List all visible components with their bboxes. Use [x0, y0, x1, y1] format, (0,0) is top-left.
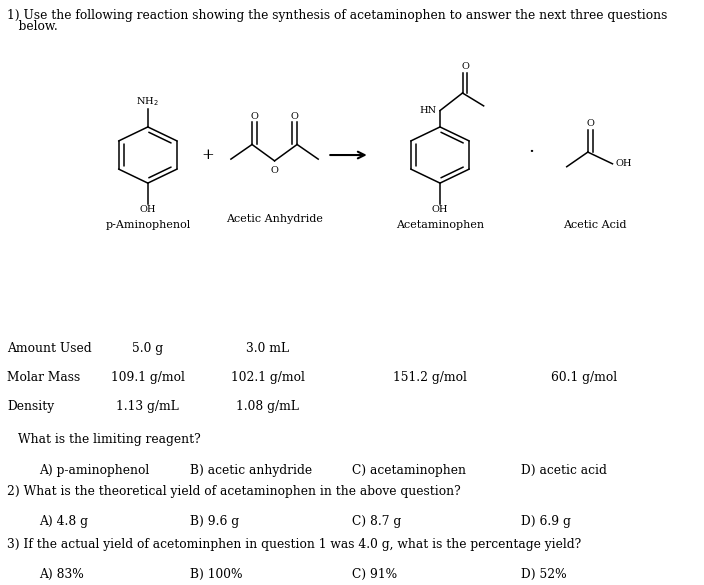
- Text: OH: OH: [139, 205, 156, 214]
- Text: O: O: [251, 112, 258, 121]
- Text: D) acetic acid: D) acetic acid: [521, 464, 607, 477]
- Text: O: O: [291, 112, 298, 121]
- Text: Amount Used: Amount Used: [7, 342, 92, 355]
- Text: NH$_2$: NH$_2$: [137, 95, 159, 108]
- Text: C) acetaminophen: C) acetaminophen: [352, 464, 466, 477]
- Text: B) 100%: B) 100%: [190, 568, 243, 581]
- Text: 5.0 g: 5.0 g: [132, 342, 163, 355]
- Text: Molar Mass: Molar Mass: [7, 371, 80, 384]
- Text: Acetaminophen: Acetaminophen: [396, 220, 484, 230]
- Text: 60.1 g/mol: 60.1 g/mol: [551, 371, 617, 384]
- Text: +: +: [201, 148, 214, 162]
- Text: C) 8.7 g: C) 8.7 g: [352, 515, 401, 528]
- Text: 3) If the actual yield of acetominphen in question 1 was 4.0 g, what is the perc: 3) If the actual yield of acetominphen i…: [7, 538, 582, 550]
- Text: 3.0 mL: 3.0 mL: [246, 342, 289, 355]
- Text: OH: OH: [432, 205, 448, 214]
- Text: ·: ·: [529, 143, 534, 161]
- Text: 1.08 g/mL: 1.08 g/mL: [236, 400, 299, 413]
- Text: C) 91%: C) 91%: [352, 568, 397, 581]
- Text: A) p-aminophenol: A) p-aminophenol: [39, 464, 149, 477]
- Text: 1) Use the following reaction showing the synthesis of acetaminophen to answer t: 1) Use the following reaction showing th…: [7, 9, 667, 22]
- Text: Density: Density: [7, 400, 54, 413]
- Text: A) 4.8 g: A) 4.8 g: [39, 515, 88, 528]
- Text: 151.2 g/mol: 151.2 g/mol: [393, 371, 466, 384]
- Text: B) 9.6 g: B) 9.6 g: [190, 515, 239, 528]
- Text: 2) What is the theoretical yield of acetaminophen in the above question?: 2) What is the theoretical yield of acet…: [7, 485, 461, 498]
- Text: O: O: [270, 166, 279, 174]
- Text: O: O: [586, 119, 594, 128]
- Text: p-Aminophenol: p-Aminophenol: [105, 220, 191, 230]
- Text: OH: OH: [616, 159, 632, 168]
- Text: Acetic Anhydride: Acetic Anhydride: [226, 214, 323, 224]
- Text: 1.13 g/mL: 1.13 g/mL: [116, 400, 180, 413]
- Text: What is the limiting reagent?: What is the limiting reagent?: [18, 433, 201, 446]
- Text: below.: below.: [7, 20, 58, 33]
- Text: 102.1 g/mol: 102.1 g/mol: [231, 371, 304, 384]
- Text: O: O: [461, 62, 469, 71]
- Text: B) acetic anhydride: B) acetic anhydride: [190, 464, 312, 477]
- Text: D) 6.9 g: D) 6.9 g: [521, 515, 571, 528]
- Text: A) 83%: A) 83%: [39, 568, 84, 581]
- Text: Acetic Acid: Acetic Acid: [563, 220, 627, 230]
- Text: 109.1 g/mol: 109.1 g/mol: [111, 371, 184, 384]
- Text: HN: HN: [420, 106, 436, 115]
- Text: D) 52%: D) 52%: [521, 568, 567, 581]
